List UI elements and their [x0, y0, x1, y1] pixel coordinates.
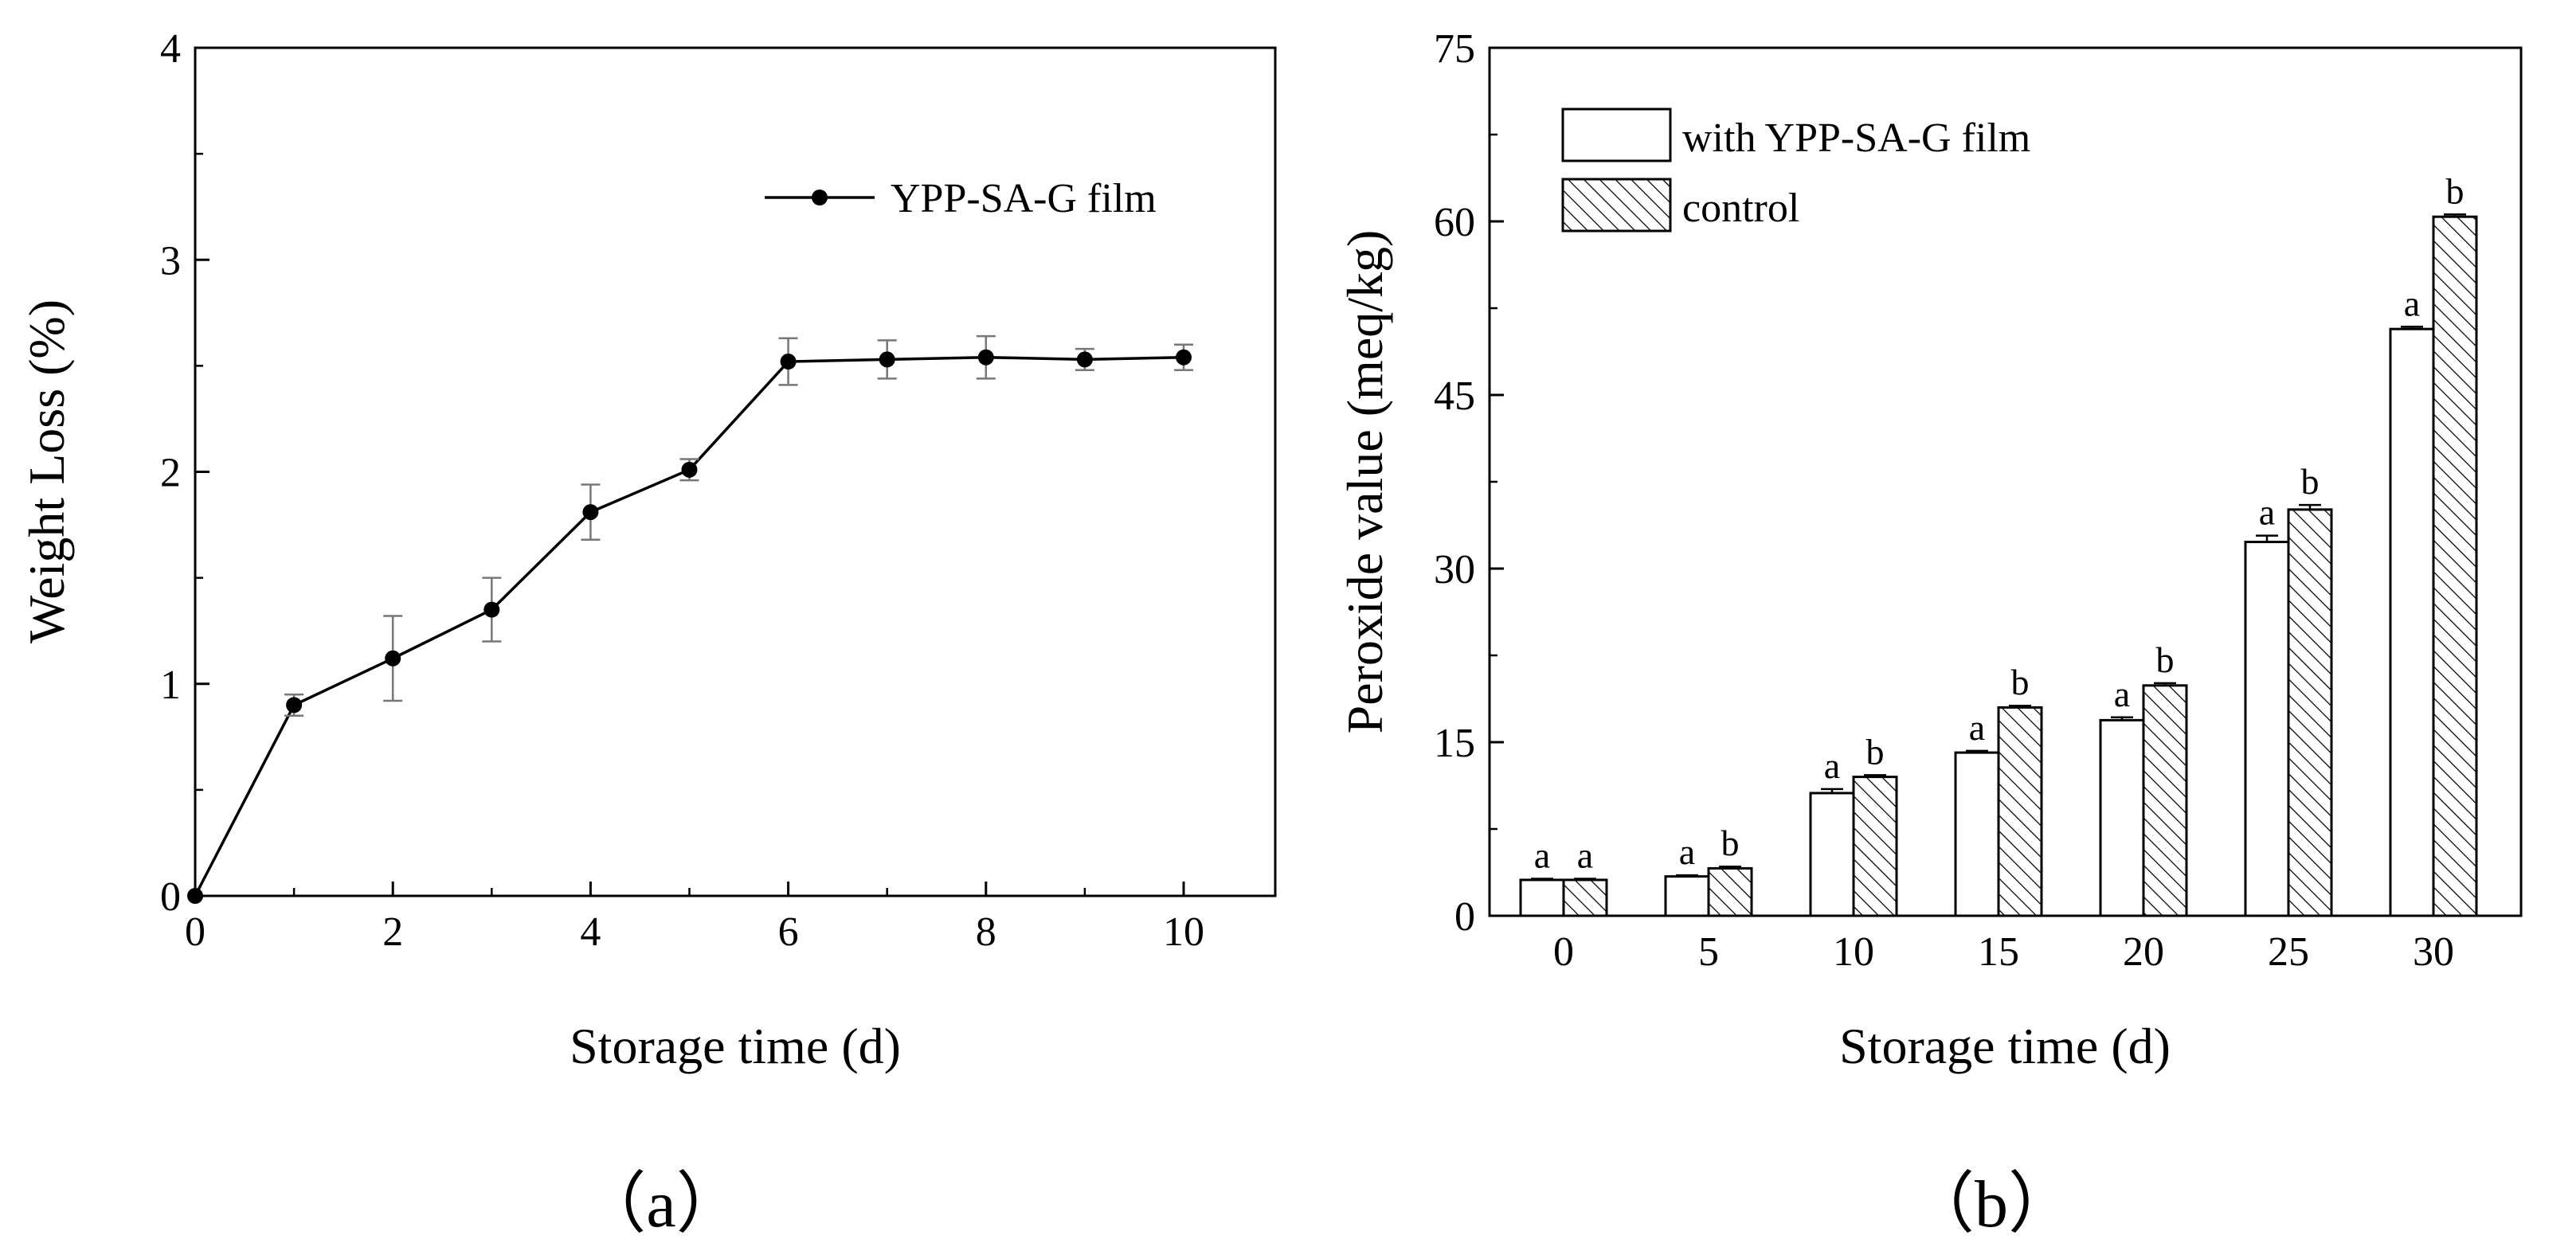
- x-tick-label: 25: [2268, 929, 2309, 975]
- significance-label: b: [1721, 823, 1740, 863]
- x-tick-label: 4: [580, 909, 601, 955]
- significance-label: a: [1969, 707, 1985, 748]
- legend-label: control: [1682, 186, 1799, 231]
- y-axis-title: Weight Loss (%): [18, 299, 75, 643]
- x-tick-label: 6: [778, 909, 799, 955]
- bar-with-film: [1519, 878, 1565, 917]
- x-tick-label: 10: [1833, 929, 1874, 975]
- y-tick-label: 3: [160, 238, 181, 283]
- significance-label: a: [1577, 835, 1593, 875]
- y-axis-title: Peroxide value (meq/kg): [1337, 230, 1393, 734]
- legend: with YPP-SA-G film control: [1561, 108, 2030, 233]
- bar-control: [2287, 508, 2333, 917]
- significance-label: b: [1866, 731, 1885, 772]
- bar-control: [2432, 215, 2478, 917]
- y-tick-label: 1: [160, 663, 181, 708]
- y-tick-label: 2: [160, 451, 181, 496]
- plot-frame: [194, 46, 1277, 897]
- data-point: [1076, 351, 1093, 368]
- bar-with-film: [1664, 875, 1710, 917]
- y-tick-label: 4: [160, 26, 181, 72]
- panel-label: （a）: [579, 1167, 742, 1241]
- significance-label: b: [2156, 639, 2175, 680]
- bar-with-film: [1809, 792, 1855, 917]
- bar-control: [1562, 878, 1608, 917]
- y-tick-label: 15: [1434, 721, 1475, 766]
- data-point: [582, 504, 599, 521]
- significance-label: a: [2259, 492, 2275, 533]
- data-point: [1176, 349, 1192, 366]
- y-tick-label: 0: [160, 874, 181, 920]
- legend: YPP-SA-G film: [765, 176, 1157, 221]
- x-tick-label: 15: [1978, 929, 2019, 975]
- y-tick-label: 75: [1434, 26, 1475, 72]
- significance-label: b: [2446, 170, 2464, 211]
- series-line-ypp-sa-g-film: [194, 355, 1184, 897]
- significance-label: a: [2404, 283, 2420, 323]
- data-point: [977, 349, 994, 366]
- legend-swatch-control: [1561, 178, 1672, 233]
- bar-with-film: [2389, 327, 2435, 917]
- bar-control: [1707, 866, 1753, 917]
- x-tick-label: 10: [1163, 909, 1204, 955]
- x-tick-label: 0: [1553, 929, 1574, 975]
- legend-label: with YPP-SA-G film: [1682, 115, 2030, 161]
- panel-a-weight-loss-chart: 0 2 4 6 8 10 0 1 2 3 4 YPP-SA-G film Storage time …: [18, 26, 1277, 1241]
- significance-label: a: [1534, 835, 1550, 875]
- x-tick-label: 5: [1698, 929, 1719, 975]
- data-point: [681, 461, 698, 478]
- data-point: [286, 697, 303, 714]
- significance-label: b: [2011, 662, 2030, 702]
- significance-label: b: [2301, 461, 2320, 502]
- y-tick-label: 30: [1434, 547, 1475, 592]
- axis-ticks: 0 5 10 15 20 25 30 0 15 30 45 60 75: [1434, 26, 2454, 975]
- bar-with-film: [1954, 751, 2000, 917]
- significance-label: a: [1679, 831, 1695, 872]
- x-tick-label: 30: [2413, 929, 2454, 975]
- axis-ticks: 0 2 4 6 8 10 0 1 2 3 4: [160, 26, 1204, 955]
- y-tick-label: 0: [1454, 894, 1475, 940]
- bar-control: [1997, 706, 2043, 917]
- significance-label: a: [2114, 674, 2130, 714]
- bar-with-film: [2244, 541, 2290, 917]
- panel-label: （b）: [1908, 1167, 2075, 1241]
- data-point: [385, 650, 401, 667]
- bar-control: [1852, 776, 1898, 917]
- data-point: [187, 888, 203, 904]
- x-tick-label: 0: [185, 909, 206, 955]
- x-tick-label: 20: [2123, 929, 2164, 975]
- significance-label: a: [1824, 745, 1840, 786]
- legend-swatch-with-film: [1561, 108, 1672, 162]
- x-tick-label: 2: [382, 909, 403, 955]
- data-point: [780, 354, 797, 370]
- x-axis-title: Storage time (d): [570, 1018, 901, 1074]
- y-tick-label: 45: [1434, 373, 1475, 419]
- bar-with-film: [2099, 718, 2145, 917]
- y-tick-label: 60: [1434, 200, 1475, 245]
- x-tick-label: 8: [976, 909, 996, 955]
- data-point: [879, 351, 895, 368]
- x-axis-title: Storage time (d): [1839, 1018, 2171, 1074]
- legend-marker: [812, 190, 828, 205]
- bar-control: [2142, 684, 2188, 917]
- data-point: [483, 601, 500, 618]
- series-group: [187, 334, 1193, 904]
- legend-label: YPP-SA-G film: [891, 176, 1157, 221]
